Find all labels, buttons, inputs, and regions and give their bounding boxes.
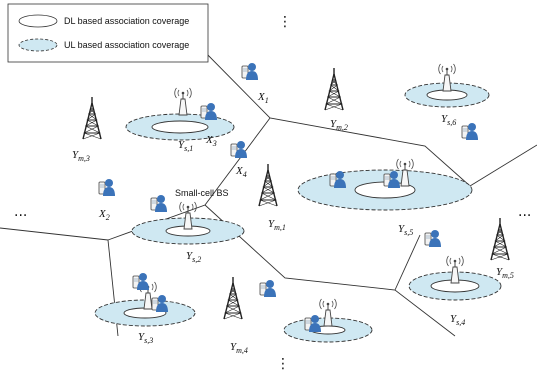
user-icon (230, 140, 248, 159)
legend-dl-label: DL based association coverage (64, 16, 189, 26)
label-ym2: Ym,2 (330, 118, 348, 132)
legend: DL based association coverage UL based a… (7, 3, 209, 63)
coverage-s2 (131, 217, 245, 245)
macro-tower-icon (490, 217, 510, 261)
coverage-s3 (94, 299, 196, 327)
ellipsis-right: ... (518, 204, 531, 220)
label-ym4: Ym,4 (230, 341, 248, 355)
small-cell-bs-label: Small-cell BS (175, 188, 229, 198)
user-icon (241, 62, 259, 81)
legend-ul-swatch (18, 38, 58, 52)
small-cell-bs-icon (174, 87, 192, 116)
label-ys1: Ys,1 (178, 139, 193, 153)
label-ym1: Ym,1 (268, 218, 286, 232)
label-x2: X2 (98, 208, 110, 222)
coverage-s1 (125, 113, 235, 141)
continuation-marks: ⋮ ⋮ ... ... (14, 14, 531, 370)
label-ys6: Ys,6 (441, 113, 456, 127)
label-x4: X4 (235, 165, 247, 179)
user-icon (150, 194, 168, 213)
user-icon (424, 229, 442, 248)
label-ys2: Ys,2 (186, 250, 201, 264)
coverage-s4 (408, 271, 502, 301)
ellipsis-left: ... (14, 204, 27, 220)
label-x3: X3 (205, 134, 217, 148)
cell-boundaries (0, 44, 537, 337)
macro-tower-icon (324, 67, 344, 111)
macro-tower-icon (258, 163, 278, 207)
label-ys3: Ys,3 (138, 331, 153, 345)
user-icon (98, 178, 116, 197)
coverage-regions (94, 82, 502, 343)
user-icon (200, 102, 218, 121)
coverage-s6 (404, 82, 490, 108)
label-ys5: Ys,5 (398, 223, 413, 237)
user-icon (461, 122, 479, 141)
label-x1: X1 (257, 91, 269, 105)
user-icon (259, 279, 277, 298)
macro-tower-icon (223, 276, 243, 320)
node-labels: X1 X2 X3 X4 Ym,2 Ym,3 Ym,1 Ym,4 Ym,5 Ys,… (72, 91, 514, 355)
label-ym3: Ym,3 (72, 149, 90, 163)
label-ym5: Ym,5 (496, 266, 514, 280)
label-ys4: Ys,4 (450, 313, 465, 327)
legend-ul-label: UL based association coverage (64, 40, 189, 50)
continuation-top: ⋮ (278, 14, 292, 30)
user-icon (132, 272, 150, 291)
macro-tower-icon (82, 96, 102, 140)
legend-dl-swatch (18, 14, 58, 28)
continuation-bottom: ⋮ (276, 356, 290, 370)
